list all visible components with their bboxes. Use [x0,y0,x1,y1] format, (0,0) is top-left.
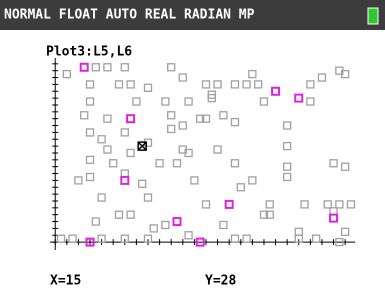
point [307,98,314,105]
point [249,71,256,78]
point [92,64,99,71]
point [87,81,94,88]
battery-icon [368,8,378,24]
point [231,119,238,126]
point [156,160,163,167]
point [307,81,314,88]
point [69,235,76,242]
point [202,81,209,88]
calculator-screen: NORMAL FLOAT AUTO REAL RADIAN MP Plot3:L… [0,0,385,291]
point [144,84,151,91]
point [127,149,134,156]
point [81,112,88,119]
point [214,81,221,88]
point [168,125,175,132]
point [133,98,140,105]
point [179,122,186,129]
point [150,225,157,232]
point [318,74,325,81]
point [272,88,279,95]
point [342,228,349,235]
point [81,64,88,71]
status-text: NORMAL FLOAT AUTO REAL RADIAN MP [4,8,255,23]
point [179,74,186,81]
point [191,177,198,184]
point [330,215,337,222]
point [295,95,302,102]
point [185,232,192,239]
point [249,177,256,184]
point [324,201,331,208]
point [260,98,267,105]
point [127,81,134,88]
point [284,173,291,180]
point [58,235,65,242]
point [168,64,175,71]
point [116,81,123,88]
point [162,98,169,105]
point [313,235,320,242]
point [121,64,128,71]
point [330,160,337,167]
point [121,129,128,136]
point [162,221,169,228]
point [87,156,94,163]
point [173,218,180,225]
point [237,184,244,191]
point [202,201,209,208]
point [110,160,117,167]
point [98,194,105,201]
point [87,173,94,180]
point [127,211,134,218]
point [127,115,134,122]
point [75,177,82,184]
point [243,81,250,88]
point [231,235,238,242]
point [336,201,343,208]
point [342,163,349,170]
point [185,98,192,105]
point [220,221,227,228]
chart-title: Plot3:L5,L6 [46,45,132,60]
point [295,228,302,235]
point [243,235,250,242]
point [231,160,238,167]
point [144,194,151,201]
point [301,201,308,208]
point [255,81,262,88]
point [284,143,291,150]
point [92,218,99,225]
point [220,112,227,119]
point [347,201,354,208]
point [63,71,70,78]
point [121,177,128,184]
point [104,146,111,153]
point [266,201,273,208]
point [168,112,175,119]
point [116,211,123,218]
cursor-y-label: Y=28 [205,274,236,289]
point [139,180,146,187]
point [231,81,238,88]
point [226,201,233,208]
point [87,129,94,136]
point [104,115,111,122]
point [284,163,291,170]
point [173,160,180,167]
cursor-x-label: X=15 [50,274,81,289]
point [87,98,94,105]
point [98,136,105,143]
point [284,122,291,129]
point [214,146,221,153]
point [104,64,111,71]
